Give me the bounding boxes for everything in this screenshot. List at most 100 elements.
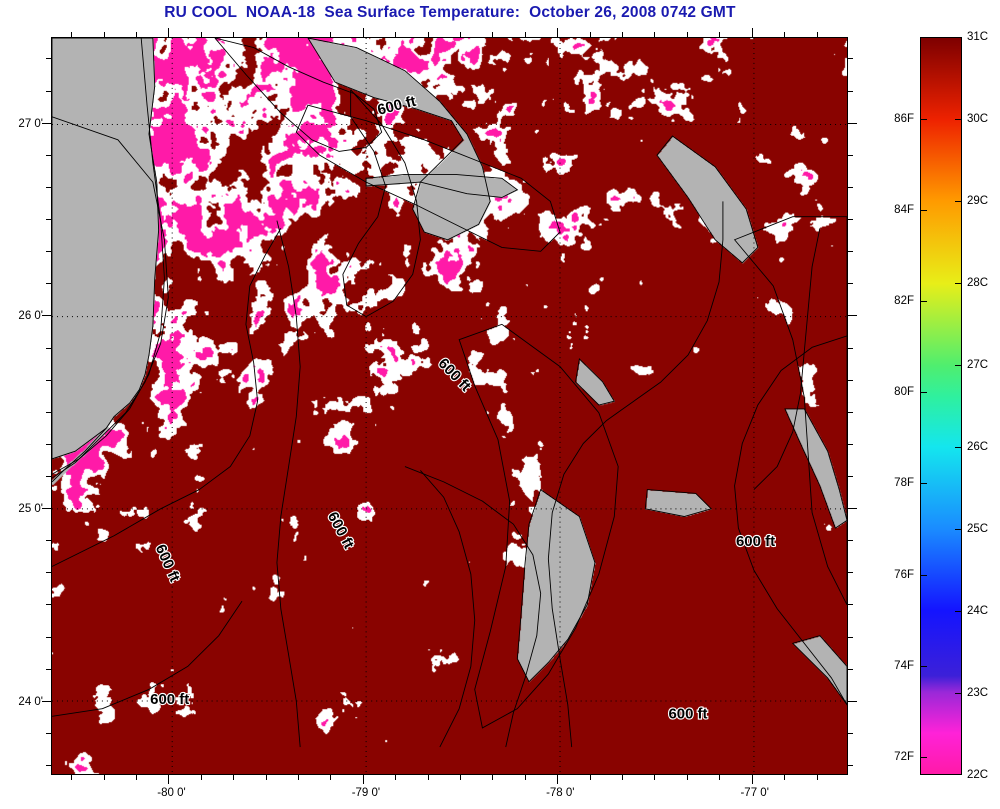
coastline (365, 173, 519, 198)
y-axis-tick-right (848, 348, 853, 349)
y-axis-label: 26 0' (18, 310, 43, 323)
x-axis-tick-top (817, 32, 818, 37)
colorbar-tick-c (955, 693, 961, 694)
colorbar-label-fahrenheit: 78F (894, 477, 914, 490)
colorbar (920, 37, 962, 775)
x-axis-tick (492, 775, 493, 780)
y-axis-tick-right (848, 155, 853, 156)
x-axis-label: -79 0' (351, 787, 381, 799)
coastline (784, 408, 847, 529)
x-axis-tick-top (136, 32, 137, 37)
y-axis-tick (46, 733, 51, 734)
y-axis-tick (46, 251, 51, 252)
bathymetric-contour-600ft (52, 228, 282, 567)
x-axis-tick-top (428, 32, 429, 37)
bathymetric-contour-600ft (547, 201, 724, 748)
x-axis-label: -80 0' (157, 787, 186, 799)
colorbar-label-celsius: 29C (967, 195, 989, 207)
x-axis-tick (557, 775, 558, 784)
x-axis-tick (330, 775, 331, 780)
bathymetric-contour-600ft (52, 116, 169, 479)
bank-edge (458, 323, 619, 729)
y-axis-tick-right (848, 701, 857, 702)
x-axis-tick (298, 775, 299, 780)
colorbar-label-fahrenheit: 86F (894, 113, 914, 125)
y-axis-tick-right (848, 380, 853, 381)
x-axis-tick-top (363, 28, 364, 37)
y-axis-tick-right (848, 572, 853, 573)
y-axis-tick-right (848, 444, 853, 445)
y-axis-tick-right (848, 765, 853, 766)
bathymetric-contour-600ft (214, 38, 383, 152)
colorbar-label-celsius: 23C (967, 687, 989, 699)
x-axis-tick-top (492, 32, 493, 37)
coastline (307, 38, 491, 241)
bathymetric-contour-600ft (753, 228, 821, 490)
colorbar-tick-f (921, 392, 927, 393)
x-axis-tick-top (460, 32, 461, 37)
colorbar-label-fahrenheit: 74F (894, 659, 914, 672)
bathymetric-contour-600ft (276, 220, 301, 748)
y-axis-tick (46, 765, 51, 766)
x-axis-tick-top (557, 28, 558, 37)
y-axis-tick (46, 444, 51, 445)
colorbar-tick-f (921, 119, 927, 120)
colorbar-label-fahrenheit: 84F (894, 204, 914, 217)
x-axis-tick (590, 775, 591, 780)
contour-label-600ft: 600 ft (152, 542, 183, 585)
y-axis-label: 24 0' (18, 695, 43, 708)
y-axis-label: 27 0' (18, 117, 43, 130)
y-axis-tick (46, 219, 51, 220)
y-axis-tick (46, 348, 51, 349)
x-axis-tick-top (71, 32, 72, 37)
bathymetric-contour-600ft (52, 600, 243, 717)
y-axis-tick (46, 412, 51, 413)
y-axis-tick-right (848, 476, 853, 477)
x-axis-tick-top (201, 32, 202, 37)
y-axis-tick-right (848, 219, 853, 220)
contour-label-600ft: 600 ft (376, 93, 418, 119)
x-axis-tick-top (266, 32, 267, 37)
x-axis-tick (168, 775, 169, 784)
colorbar-label-celsius: 22C (967, 769, 989, 781)
x-axis-tick-top (784, 32, 785, 37)
contour-label-600ft: 600 ft (150, 691, 189, 708)
x-axis-tick (525, 775, 526, 780)
colorbar-tick-c (955, 119, 961, 120)
x-axis-tick-top (104, 32, 105, 37)
x-axis-tick (233, 775, 234, 780)
y-axis-tick (42, 701, 51, 702)
colorbar-tick-f (921, 210, 927, 211)
coastline (644, 489, 713, 517)
x-axis-tick-top (719, 32, 720, 37)
colorbar-label-celsius: 25C (967, 523, 989, 535)
coastline (575, 357, 615, 406)
colorbar-tick-f (921, 575, 927, 576)
x-axis-tick (266, 775, 267, 780)
y-axis-tick (46, 380, 51, 381)
x-axis-tick-top (233, 32, 234, 37)
y-axis-tick (46, 572, 51, 573)
bank-edge (295, 104, 561, 252)
y-axis-tick-right (848, 251, 853, 252)
y-axis-tick-right (848, 91, 853, 92)
x-axis-tick-top (687, 32, 688, 37)
bank-edge (733, 216, 847, 606)
colorbar-label-celsius: 26C (967, 441, 989, 453)
x-axis-tick-top (525, 32, 526, 37)
colorbar-tick-c (955, 283, 961, 284)
x-axis-tick (136, 775, 137, 780)
y-axis-label: 25 0' (18, 503, 43, 516)
x-axis-tick (687, 775, 688, 780)
coastline (656, 135, 759, 264)
x-axis-tick (71, 775, 72, 780)
colorbar-label-celsius: 28C (967, 277, 989, 289)
y-axis-tick-right (848, 123, 857, 124)
contour-label-600ft: 600 ft (324, 509, 357, 551)
colorbar-tick-c (955, 365, 961, 366)
y-axis-tick (46, 476, 51, 477)
colorbar-label-fahrenheit: 76F (894, 568, 914, 581)
x-axis-tick (428, 775, 429, 780)
x-axis-tick (201, 775, 202, 780)
x-axis-tick-top (330, 32, 331, 37)
